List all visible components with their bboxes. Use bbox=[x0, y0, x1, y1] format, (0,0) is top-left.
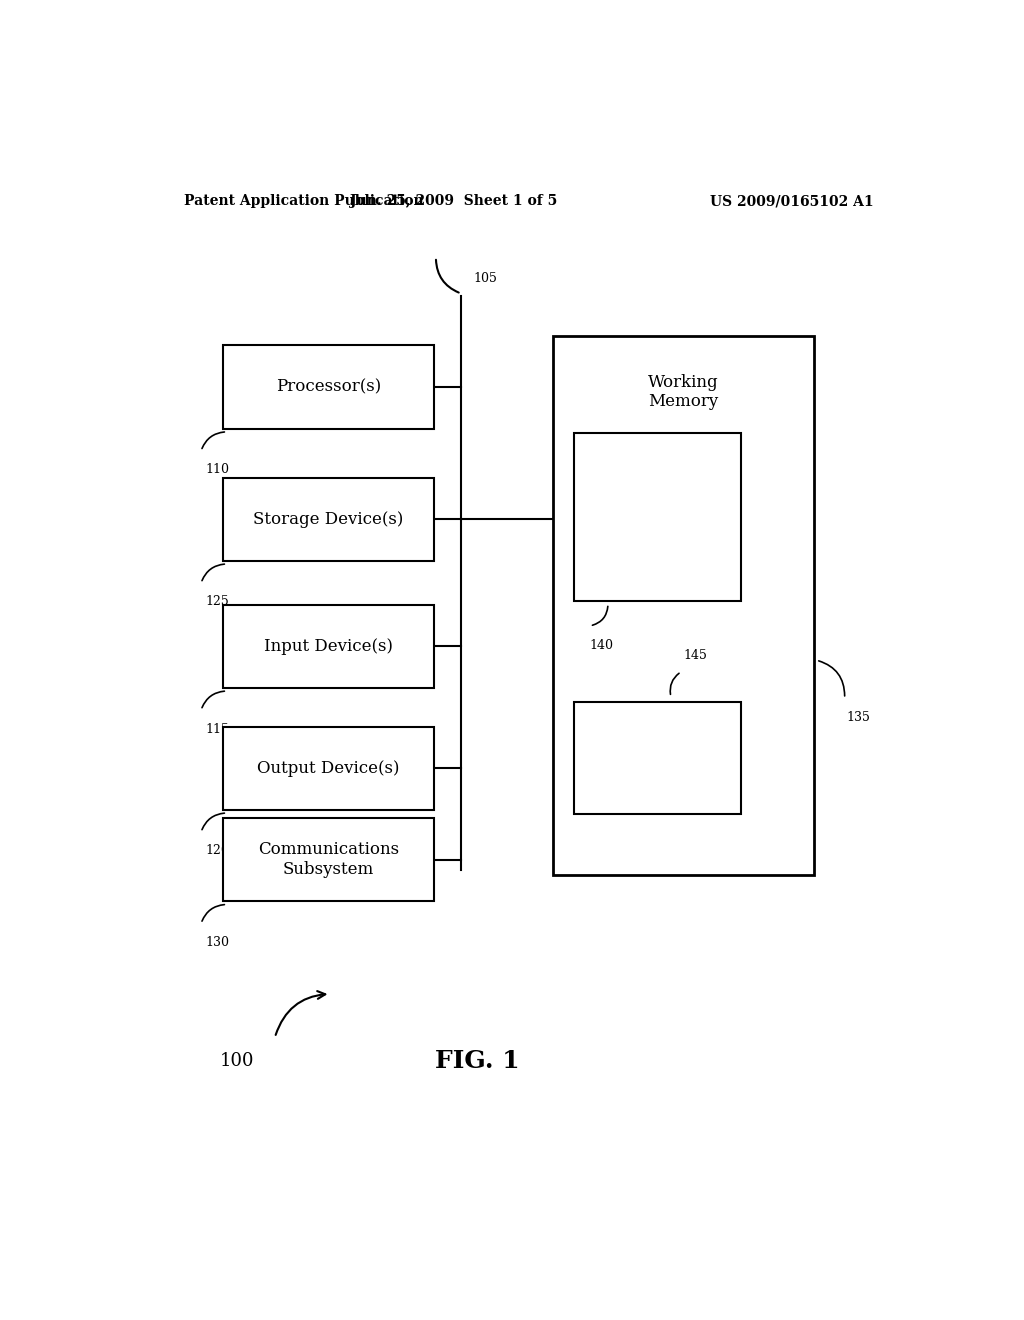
Text: 100: 100 bbox=[219, 1052, 254, 1071]
Text: Storage Device(s): Storage Device(s) bbox=[253, 511, 403, 528]
Text: Jun. 25, 2009  Sheet 1 of 5: Jun. 25, 2009 Sheet 1 of 5 bbox=[350, 194, 557, 209]
Text: 120: 120 bbox=[205, 845, 228, 858]
Text: Working
Memory: Working Memory bbox=[648, 374, 719, 411]
Text: Output Device(s): Output Device(s) bbox=[257, 760, 399, 776]
Bar bbox=[223, 346, 433, 429]
Text: US 2009/0165102 A1: US 2009/0165102 A1 bbox=[711, 194, 873, 209]
Bar bbox=[223, 605, 433, 688]
Text: Processor(s): Processor(s) bbox=[275, 379, 381, 396]
Text: 145: 145 bbox=[684, 648, 708, 661]
Text: Input Device(s): Input Device(s) bbox=[264, 638, 393, 655]
Text: 130: 130 bbox=[205, 936, 229, 949]
Text: 110: 110 bbox=[205, 463, 229, 477]
Text: Patent Application Publication: Patent Application Publication bbox=[183, 194, 423, 209]
Bar bbox=[574, 702, 740, 814]
Bar bbox=[223, 818, 433, 902]
Text: 125: 125 bbox=[205, 595, 228, 609]
Text: 135: 135 bbox=[846, 711, 870, 723]
Text: 140: 140 bbox=[590, 639, 613, 652]
Text: Application(s): Application(s) bbox=[599, 750, 716, 767]
Text: 105: 105 bbox=[473, 272, 497, 285]
Text: 115: 115 bbox=[205, 722, 228, 735]
Text: Operating
System: Operating System bbox=[614, 499, 699, 535]
Bar bbox=[223, 478, 433, 561]
Bar bbox=[574, 433, 740, 601]
Text: FIG. 1: FIG. 1 bbox=[435, 1049, 519, 1073]
Bar bbox=[553, 337, 814, 875]
Bar bbox=[223, 726, 433, 810]
Text: Communications
Subsystem: Communications Subsystem bbox=[258, 841, 399, 878]
